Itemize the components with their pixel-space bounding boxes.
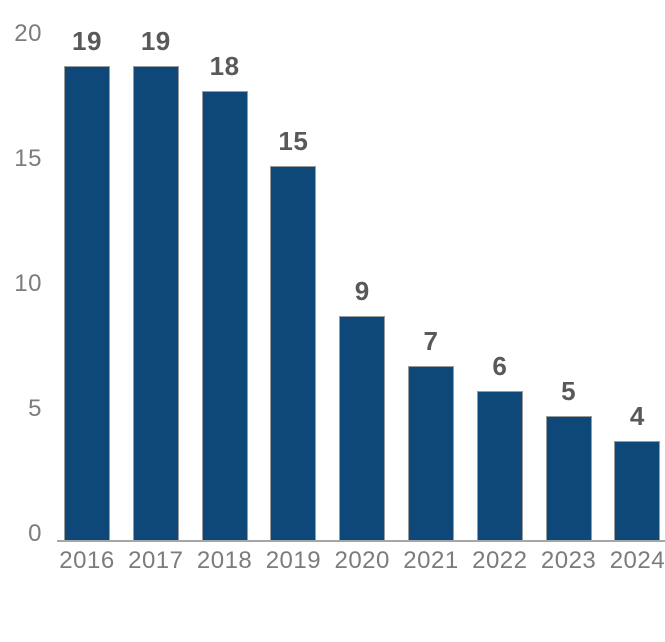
x-tick-label: 2020 xyxy=(334,547,390,574)
y-tick-label: 10 xyxy=(14,270,42,297)
bar-2017 xyxy=(132,66,179,541)
bar-value-label: 15 xyxy=(278,126,309,156)
bar-value-label: 4 xyxy=(629,401,645,431)
y-tick-label: 0 xyxy=(28,520,42,547)
bar-2024 xyxy=(614,441,661,541)
x-tick-label: 2017 xyxy=(128,547,184,574)
bar-value-label: 19 xyxy=(72,26,102,56)
bar-value-label: 6 xyxy=(492,351,508,381)
bar-2022 xyxy=(476,391,523,541)
bar-2019 xyxy=(270,166,317,541)
x-tick-label: 2018 xyxy=(196,547,253,574)
bar-2023 xyxy=(545,416,592,541)
x-tick-label: 2022 xyxy=(472,547,528,574)
x-tick-label: 2021 xyxy=(403,547,459,574)
y-tick-label: 20 xyxy=(14,20,42,47)
bar-2021 xyxy=(408,366,454,541)
bar-value-label: 7 xyxy=(423,326,439,356)
bar-value-label: 18 xyxy=(209,51,240,81)
x-tick-label: 2023 xyxy=(540,547,597,574)
y-tick-label: 5 xyxy=(28,395,42,422)
bar-2016 xyxy=(64,66,110,541)
x-tick-label: 2024 xyxy=(609,547,665,574)
bar-value-label: 5 xyxy=(561,376,577,406)
x-tick-label: 2019 xyxy=(265,547,322,574)
y-tick-label: 15 xyxy=(14,145,42,172)
bar-value-label: 9 xyxy=(354,276,370,306)
bar-value-label: 19 xyxy=(140,26,171,56)
x-axis-line xyxy=(57,540,665,542)
bar-2020 xyxy=(339,316,386,541)
x-tick-label: 2016 xyxy=(59,547,115,574)
bar-2018 xyxy=(201,91,248,541)
